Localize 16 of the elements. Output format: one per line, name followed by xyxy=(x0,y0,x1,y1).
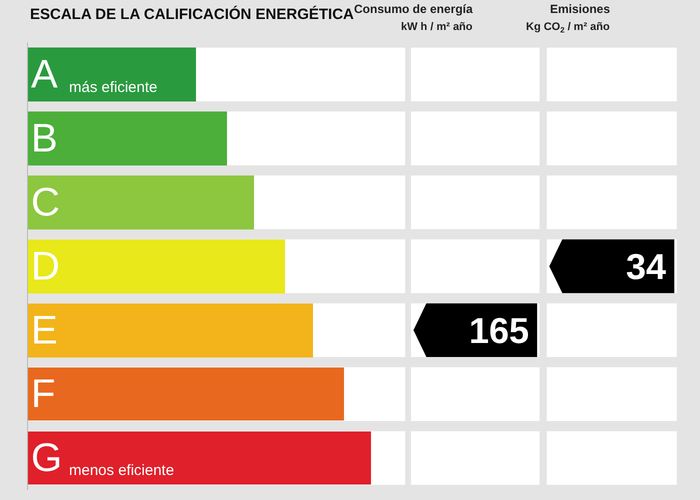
y-tick-label: G xyxy=(31,436,62,480)
chart-title: ESCALA DE LA CALIFICACIÓN ENERGÉTICA xyxy=(30,5,354,23)
text: 165 xyxy=(469,310,530,351)
text: kW h / m² año xyxy=(401,21,473,33)
y-tick-label: D xyxy=(31,244,60,288)
y-tick-label: E xyxy=(31,308,58,352)
y-tick-label: B xyxy=(31,116,58,160)
text: Kg CO$_{2}$ / m² año xyxy=(526,21,610,34)
annotation: menos eficiente xyxy=(69,462,174,479)
y-tick-label: A xyxy=(31,52,58,96)
annotation: más eficiente xyxy=(69,79,158,96)
y-tick-label: F xyxy=(31,372,56,416)
text: Emisiones xyxy=(550,2,610,16)
text: Consumo de energía xyxy=(354,2,474,16)
text: 34 xyxy=(626,246,666,287)
y-tick-label: C xyxy=(31,180,60,224)
